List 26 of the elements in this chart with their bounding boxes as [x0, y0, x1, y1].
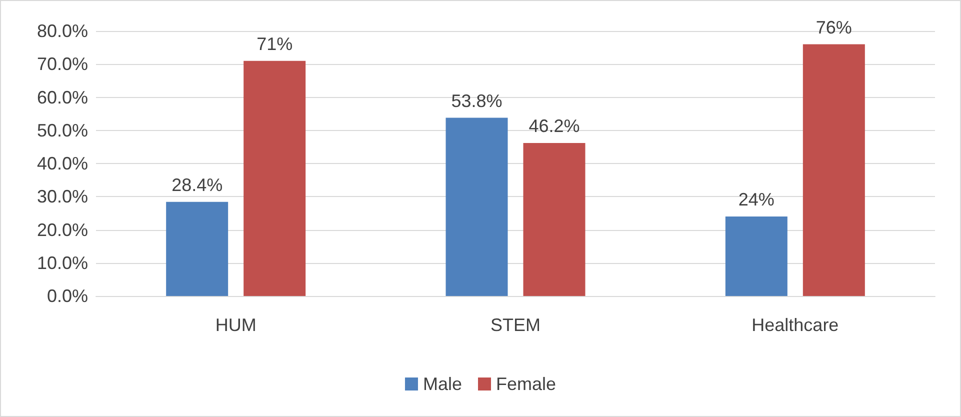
y-tick-label: 20.0% — [36, 220, 88, 240]
data-label: 53.8% — [451, 90, 502, 111]
x-tick-label: HUM — [215, 315, 256, 335]
y-tick-label: 80.0% — [36, 21, 88, 41]
x-tick-label: STEM — [490, 315, 541, 335]
data-label: 46.2% — [528, 116, 580, 136]
data-label: 24% — [738, 190, 774, 210]
data-label: 71% — [256, 34, 293, 54]
data-label: 76% — [816, 17, 852, 38]
x-tick-label: Healthcare — [752, 315, 839, 335]
y-tick-label: 0.0% — [46, 286, 88, 306]
bar — [725, 216, 788, 296]
bar — [244, 60, 306, 296]
bar — [523, 142, 586, 296]
data-label: 28.4% — [172, 174, 223, 195]
legend-label: Male — [422, 374, 462, 394]
y-tick-label: 40.0% — [36, 154, 88, 174]
y-tick-label: 10.0% — [36, 252, 88, 273]
y-tick-label: 30.0% — [36, 186, 88, 207]
bar — [802, 44, 865, 296]
bar — [446, 118, 508, 296]
y-tick-label: 50.0% — [36, 120, 88, 140]
y-tick-label: 60.0% — [36, 87, 88, 108]
y-tick-label: 70.0% — [36, 54, 88, 74]
legend-label: Female — [496, 374, 556, 394]
bar — [166, 202, 228, 296]
